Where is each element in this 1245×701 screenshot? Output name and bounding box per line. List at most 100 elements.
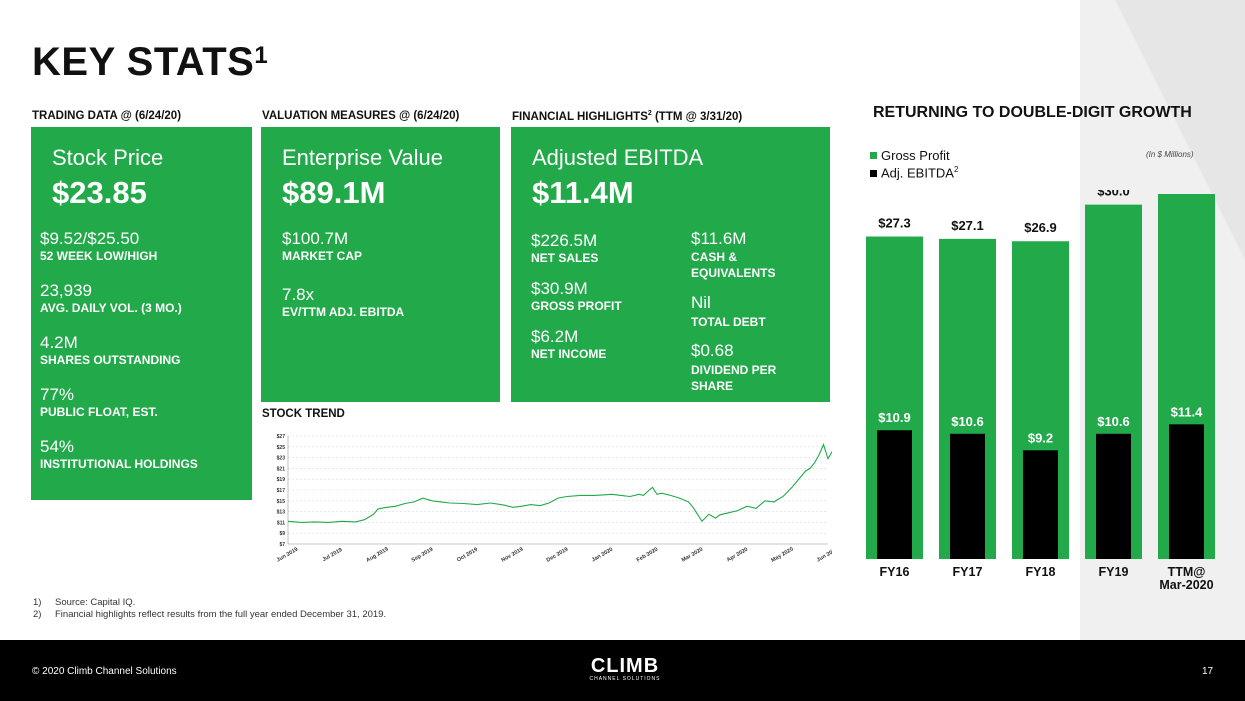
legend-item-gross-profit: Gross Profit bbox=[870, 146, 958, 164]
category-label: FY17 bbox=[953, 565, 983, 579]
x-tick-label: Apr 2020 bbox=[726, 547, 749, 564]
stat-value: 77% bbox=[40, 385, 75, 404]
footnotes: 1) Source: Capital IQ. 2) Financial highli… bbox=[33, 597, 386, 621]
y-tick-label: $13 bbox=[277, 510, 286, 516]
x-tick-label: Jan 2020 bbox=[591, 547, 614, 564]
x-tick-label: Feb 2020 bbox=[636, 547, 659, 564]
x-tick-label: Jun 2019 bbox=[276, 547, 299, 564]
adj-ebitda-data-label: $9.2 bbox=[1028, 430, 1053, 445]
growth-chart-title: RETURNING TO DOUBLE-DIGIT GROWTH bbox=[873, 104, 1192, 121]
stock-price-label: Stock Price bbox=[52, 145, 164, 170]
valuation-panel: Enterprise Value $89.1M $100.7M MARKET C… bbox=[261, 127, 500, 402]
stock-price-line bbox=[287, 443, 842, 523]
y-tick-label: $17 bbox=[277, 488, 286, 494]
stat-value: Nil bbox=[691, 293, 711, 312]
stat-value: $30.9M bbox=[531, 279, 588, 298]
stat-label: GROSS PROFIT bbox=[531, 299, 622, 313]
stat-value: 54% bbox=[40, 437, 75, 456]
y-tick-label: $11 bbox=[277, 520, 285, 526]
stat-label: EQUIVALENTS bbox=[691, 266, 776, 280]
stat-value: $9.52/$25.50 bbox=[40, 229, 140, 248]
stat-value: $6.2M bbox=[531, 327, 579, 346]
stat-label: SHARES OUTSTANDING bbox=[40, 353, 181, 367]
trading-data-heading: TRADING DATA @ (6/24/20) bbox=[32, 110, 182, 122]
legend-label: Adj. EBITDA2 bbox=[881, 165, 959, 181]
stat-value: $11.6M bbox=[691, 229, 747, 248]
copyright-text: © 2020 Climb Channel Solutions bbox=[32, 666, 177, 677]
adj-ebitda-bar bbox=[1096, 433, 1131, 559]
y-tick-label: $21 bbox=[277, 466, 286, 472]
stat-value: 7.8x bbox=[282, 285, 315, 304]
legend-label: Gross Profit bbox=[881, 147, 950, 163]
stat-label: CASH & bbox=[691, 250, 738, 264]
x-tick-label: Sep 2019 bbox=[411, 547, 435, 564]
stat-value: 4.2M bbox=[40, 333, 78, 352]
page-title: KEY STATS1 bbox=[32, 40, 269, 84]
valuation-heading: VALUATION MEASURES @ (6/24/20) bbox=[262, 110, 460, 122]
stock-price-value: $23.85 bbox=[52, 175, 147, 210]
adj-ebitda-bar bbox=[1023, 450, 1058, 559]
y-tick-label: $27 bbox=[277, 434, 286, 440]
adj-ebitda-data-label: $10.6 bbox=[951, 414, 984, 429]
category-label: Mar-2020 bbox=[1159, 578, 1213, 592]
category-label: FY18 bbox=[1026, 565, 1056, 579]
stat-value: $0.68 bbox=[691, 341, 734, 360]
footnote: 1) Source: Capital IQ. bbox=[33, 597, 136, 608]
stat-label: DIVIDEND PER bbox=[691, 363, 777, 377]
trading-data-panel: Stock Price $23.85 $9.52/$25.50 52 WEEK … bbox=[31, 127, 252, 500]
footnote: 2) Financial highlights reflect results f… bbox=[33, 609, 387, 620]
gross-profit-data-label: $27.3 bbox=[878, 216, 911, 231]
stat-label: AVG. DAILY VOL. (3 MO.) bbox=[40, 301, 182, 315]
stat-value: $226.5M bbox=[531, 231, 598, 250]
x-tick-label: Nov 2019 bbox=[501, 546, 525, 563]
stat-label: NET SALES bbox=[531, 251, 599, 265]
enterprise-value-label: Enterprise Value bbox=[282, 145, 444, 170]
units-note: (In $ Millions) bbox=[1146, 150, 1194, 159]
stat-label: PUBLIC FLOAT, EST. bbox=[40, 405, 158, 419]
stat-label: 52 WEEK LOW/HIGH bbox=[40, 249, 158, 263]
stat-value: $100.7M bbox=[282, 229, 349, 248]
stock-trend-heading: STOCK TREND bbox=[262, 408, 345, 420]
category-label: FY19 bbox=[1099, 565, 1129, 579]
x-tick-label: May 2020 bbox=[770, 546, 794, 563]
growth-bar-svg: $27.3 $10.9 FY16 $27.1 $10.6 FY17 $26.9 $9.2 FY1… bbox=[866, 173, 1215, 592]
adj-ebitda-bar bbox=[1169, 424, 1204, 559]
category-label: TTM@ bbox=[1168, 565, 1206, 579]
adj-ebitda-data-label: $11.4 bbox=[1171, 404, 1204, 419]
page-number: 17 bbox=[1202, 666, 1214, 677]
enterprise-value-value: $89.1M bbox=[282, 175, 386, 210]
adjusted-ebitda-label: Adjusted EBITDA bbox=[532, 145, 704, 170]
adj-ebitda-bar bbox=[877, 430, 912, 559]
legend-item-adj-ebitda: Adj. EBITDA2 bbox=[870, 164, 958, 182]
y-tick-label: $15 bbox=[277, 499, 286, 505]
x-tick-label: Oct 2019 bbox=[456, 547, 479, 564]
financial-highlights-panel: Adjusted EBITDA $11.4M $226.5M NET SALES… bbox=[511, 127, 830, 402]
stat-label: NET INCOME bbox=[531, 347, 607, 361]
growth-bar-chart: $27.3 $10.9 FY16 $27.1 $10.6 FY17 $26.9 $9.2 FY1… bbox=[860, 173, 1230, 600]
stat-label: SHARE bbox=[691, 379, 734, 393]
legend-swatch-black bbox=[870, 169, 877, 177]
x-tick-label: Aug 2019 bbox=[365, 546, 389, 563]
y-tick-label: $7 bbox=[279, 542, 285, 548]
gross-profit-data-label: $30.0 bbox=[1097, 190, 1130, 199]
footer-bar: © 2020 Climb Channel Solutions CLIMB CHA… bbox=[0, 640, 1245, 701]
x-tick-label: Jun 2020 bbox=[816, 547, 832, 564]
financial-highlights-heading: FINANCIAL HIGHLIGHTS2 (TTM @ 3/31/20) bbox=[512, 110, 743, 123]
y-tick-label: $9 bbox=[279, 531, 285, 537]
stat-label: EV/TTM ADJ. EBITDA bbox=[282, 305, 405, 319]
adj-ebitda-data-label: $10.9 bbox=[878, 410, 911, 425]
x-tick-label: Dec 2019 bbox=[546, 547, 570, 564]
stat-value: 23,939 bbox=[40, 281, 92, 300]
gross-profit-data-label: $26.9 bbox=[1024, 220, 1057, 235]
stat-label: MARKET CAP bbox=[282, 249, 362, 263]
gross-profit-data-label: $27.1 bbox=[951, 218, 984, 233]
y-tick-label: $25 bbox=[277, 445, 286, 451]
growth-legend: Gross Profit Adj. EBITDA2 bbox=[870, 146, 958, 182]
y-tick-label: $19 bbox=[277, 477, 286, 483]
x-tick-label: Mar 2020 bbox=[681, 547, 704, 564]
stock-trend-chart: $27 $25 $23 $21 $19 $17 $15 $13 $11 $9 $7 Jun 2019 J… bbox=[262, 428, 842, 578]
stat-label: TOTAL DEBT bbox=[691, 315, 766, 329]
adj-ebitda-data-label: $10.6 bbox=[1097, 414, 1130, 429]
legend-swatch-green bbox=[870, 151, 877, 159]
